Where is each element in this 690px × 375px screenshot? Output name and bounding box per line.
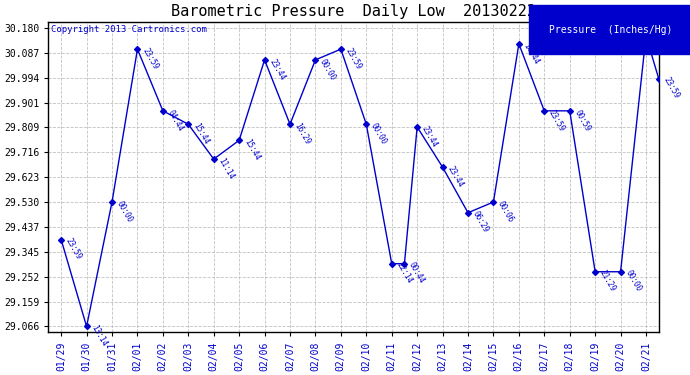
Text: 15:44: 15:44 <box>191 122 210 146</box>
Text: 15:44: 15:44 <box>242 138 262 162</box>
Title: Barometric Pressure  Daily Low  20130222: Barometric Pressure Daily Low 20130222 <box>171 4 536 19</box>
Text: 00:00: 00:00 <box>115 199 134 224</box>
Text: 23:44: 23:44 <box>267 57 287 82</box>
Text: 00:59: 00:59 <box>573 108 592 133</box>
Text: 00:00: 00:00 <box>623 269 642 294</box>
Text: 06:29: 06:29 <box>471 210 490 234</box>
Text: Copyright 2013 Cartronics.com: Copyright 2013 Cartronics.com <box>52 25 208 34</box>
Text: 00:00: 00:00 <box>649 33 668 57</box>
Text: Pressure  (Inches/Hg): Pressure (Inches/Hg) <box>549 25 672 35</box>
Text: 00:44: 00:44 <box>407 261 426 285</box>
Text: 23:59: 23:59 <box>140 46 159 71</box>
Text: 00:00: 00:00 <box>318 57 337 82</box>
Text: 04:44: 04:44 <box>166 108 185 133</box>
Text: 21:29: 21:29 <box>598 269 618 294</box>
Text: 23:44: 23:44 <box>445 164 464 189</box>
Text: 23:59: 23:59 <box>662 76 681 100</box>
Text: 00:00: 00:00 <box>369 122 388 146</box>
Text: 14:44: 14:44 <box>522 41 541 66</box>
Text: 23:59: 23:59 <box>344 46 363 71</box>
Text: 23:59: 23:59 <box>64 237 83 261</box>
Text: 11:14: 11:14 <box>217 156 236 181</box>
Text: 13:14: 13:14 <box>90 324 109 348</box>
Text: 23:59: 23:59 <box>547 108 566 133</box>
Text: 00:06: 00:06 <box>496 199 515 224</box>
Text: 22:14: 22:14 <box>395 261 414 285</box>
Text: 23:44: 23:44 <box>420 124 440 148</box>
Text: 16:29: 16:29 <box>293 122 312 146</box>
